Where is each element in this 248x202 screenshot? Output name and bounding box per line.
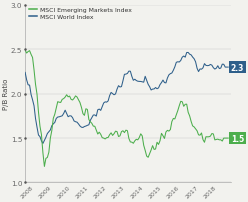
Text: 2.3: 2.3 [231,63,244,72]
Text: 1.5: 1.5 [231,134,244,143]
Legend: MSCI Emerging Markets Index, MSCI World Index: MSCI Emerging Markets Index, MSCI World … [28,7,132,20]
Y-axis label: P/B Ratio: P/B Ratio [3,79,9,110]
